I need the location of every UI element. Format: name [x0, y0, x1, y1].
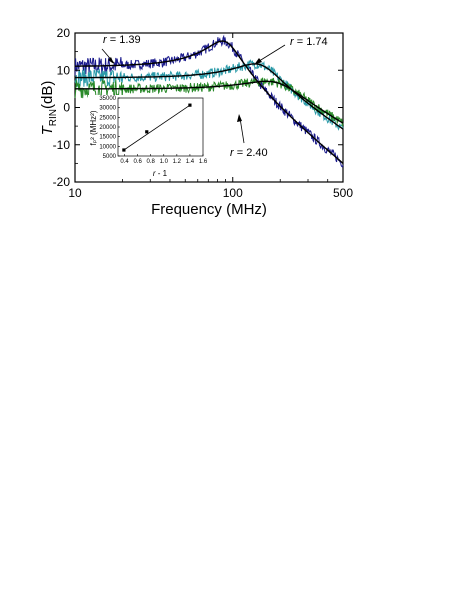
- y-tick-label: 0: [63, 101, 70, 115]
- y-axis-title-unit: (dB): [39, 81, 56, 109]
- y-axis-title-main: T: [39, 124, 56, 135]
- inset-y-title: fₚ² (MHz²): [89, 110, 98, 145]
- y-tick-label: -10: [53, 138, 71, 152]
- inset-y-tick-label: 15000: [99, 135, 116, 141]
- x-axis-ticks: 10 100 500: [68, 33, 353, 200]
- inset-x-tick-label: 1.6: [199, 159, 208, 165]
- inset-point: [188, 103, 192, 107]
- inset-y-tick-label: 35000: [99, 96, 116, 102]
- x-tick-label: 500: [333, 186, 353, 200]
- inset-y-tick-label: 10000: [99, 144, 116, 150]
- y-tick-label: 20: [57, 26, 71, 40]
- inset-x-tick-label: 0.8: [147, 159, 156, 165]
- y-axis-title-sub: RIN: [48, 109, 59, 126]
- svg-text:TRIN(dB): TRIN(dB): [39, 81, 59, 136]
- y-tick-label: 10: [57, 63, 71, 77]
- inset-point: [122, 148, 126, 152]
- inset-plot: 0.4 0.6 0.8 1.0 1.2 1.4 1.6 5000 10000 15000 20000…: [88, 95, 208, 178]
- series-trace-2: [74, 59, 344, 131]
- annotation-r174-arrowhead: [254, 58, 262, 65]
- inset-x-title: r - 1: [153, 169, 168, 178]
- svg-text:fₚ² (MHz²): fₚ² (MHz²): [89, 110, 98, 145]
- fit-curve-3: [75, 80, 344, 124]
- inset-fit-line: [123, 104, 191, 151]
- annotation-r139-arrowhead: [108, 57, 114, 64]
- inset-x-tick-label: 1.0: [160, 159, 169, 165]
- fit-curve-2: [75, 63, 344, 130]
- annotation-r240: r = 2.40: [230, 147, 268, 159]
- x-tick-label: 10: [68, 186, 82, 200]
- inset-x-tick-label: 1.2: [173, 159, 182, 165]
- annotation-r139: r = 1.39: [103, 34, 141, 46]
- inset-data: [122, 103, 192, 152]
- inset-ticks: 0.4 0.6 0.8 1.0 1.2 1.4 1.6 5000 10000 15000 20000…: [99, 96, 208, 165]
- x-tick-label: 100: [223, 186, 243, 200]
- inset-y-tick-label: 25000: [99, 115, 116, 121]
- y-axis-ticks: -20 -10 0 10 20: [53, 26, 343, 189]
- annotation-r240-arrowhead: [237, 114, 242, 122]
- annotation-r174: r = 1.74: [290, 36, 328, 48]
- inset-background: [88, 95, 205, 163]
- fit-curve-1: [75, 40, 344, 164]
- inset-x-tick-label: 0.6: [133, 159, 142, 165]
- x-axis-title: Frequency (MHz): [151, 201, 267, 218]
- annotation-r174-arrow: [255, 44, 286, 64]
- inset-point: [145, 130, 149, 134]
- y-tick-label: -20: [53, 175, 71, 189]
- inset-y-tick-label: 5000: [103, 154, 117, 160]
- inset-y-tick-label: 30000: [99, 106, 116, 112]
- y-axis-title: TRIN(dB): [39, 81, 59, 136]
- fit-layer: [75, 40, 344, 164]
- inset-x-tick-label: 1.4: [186, 159, 195, 165]
- inset-x-tick-label: 0.4: [120, 159, 129, 165]
- annotation-r240-arrow: [239, 117, 245, 144]
- inset-y-tick-label: 20000: [99, 125, 116, 131]
